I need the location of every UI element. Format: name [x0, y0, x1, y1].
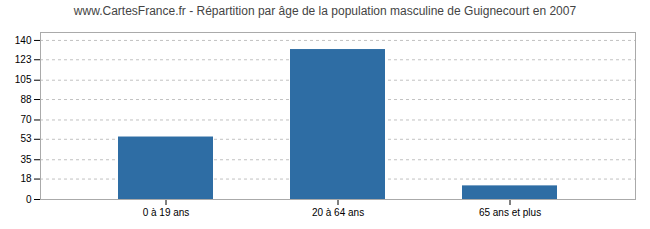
- svg-text:105: 105: [15, 74, 32, 85]
- svg-text:88: 88: [20, 94, 32, 105]
- svg-text:65 ans et plus: 65 ans et plus: [479, 207, 541, 218]
- svg-text:0: 0: [26, 194, 32, 205]
- svg-text:140: 140: [15, 35, 32, 46]
- svg-text:123: 123: [15, 54, 32, 65]
- svg-text:0 à 19 ans: 0 à 19 ans: [143, 207, 190, 218]
- html-text:www.CartesFrance.fr - Répartit: www.CartesFrance.fr - Répartition par âg…: [73, 4, 577, 18]
- svg-text:20 à 64 ans: 20 à 64 ans: [312, 207, 364, 218]
- svg-text:53: 53: [20, 133, 32, 144]
- svg-text:18: 18: [20, 173, 32, 184]
- svg-text:70: 70: [20, 114, 32, 125]
- svg-text:35: 35: [20, 154, 32, 165]
